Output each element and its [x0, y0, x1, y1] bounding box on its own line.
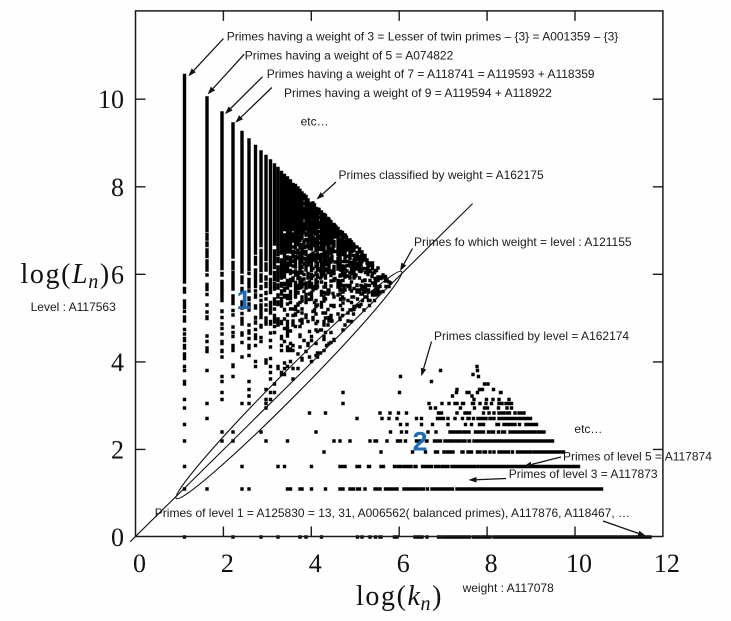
svg-text:Primes having a weight of 3 =: Primes having a weight of 3 = Lesser of …: [227, 30, 619, 44]
svg-text:8: 8: [485, 549, 498, 578]
svg-text:etc…: etc…: [301, 115, 329, 129]
svg-text:4: 4: [111, 348, 124, 377]
svg-text:6: 6: [111, 260, 124, 289]
svg-text:1: 1: [237, 285, 252, 315]
svg-text:4: 4: [309, 549, 322, 578]
svg-text:0: 0: [133, 549, 146, 578]
svg-text:10: 10: [566, 549, 592, 578]
svg-text:8: 8: [111, 173, 124, 202]
svg-text:2: 2: [221, 549, 234, 578]
svg-text:2: 2: [413, 427, 428, 457]
svg-text:Primes classified by level = A: Primes classified by level = A162174: [434, 329, 629, 343]
svg-text:Primes of level 1 = A125830 =: Primes of level 1 = A125830 = 13, 31, A0…: [155, 506, 630, 520]
svg-text:Primes of level 3 = A117873: Primes of level 3 = A117873: [509, 467, 658, 481]
svg-text:6: 6: [397, 549, 410, 578]
svg-text:10: 10: [98, 85, 124, 114]
svg-text:Primes having a weight of 5 =: Primes having a weight of 5 = A074822: [245, 48, 454, 62]
svg-text:Level : A117563: Level : A117563: [31, 300, 117, 314]
svg-text:Primes having a weight of 7 =: Primes having a weight of 7 = A118741 = …: [267, 67, 595, 81]
svg-text:Primes of level 5 = A117874: Primes of level 5 = A117874: [563, 450, 712, 464]
svg-text:2: 2: [111, 435, 124, 464]
svg-text:Primes fo which weight = level: Primes fo which weight = level : A121155: [414, 235, 632, 249]
svg-text:12: 12: [654, 549, 680, 578]
svg-text:0: 0: [111, 523, 124, 552]
svg-text:log(kn): log(kn): [356, 581, 443, 615]
svg-text:weight : A117078: weight : A117078: [462, 581, 555, 595]
svg-text:Primes classified by weight =: Primes classified by weight = A162175: [339, 168, 544, 182]
svg-text:etc…: etc…: [574, 422, 602, 436]
svg-text:Primes having a weight of 9 =: Primes having a weight of 9 = A119594 + …: [284, 86, 552, 100]
